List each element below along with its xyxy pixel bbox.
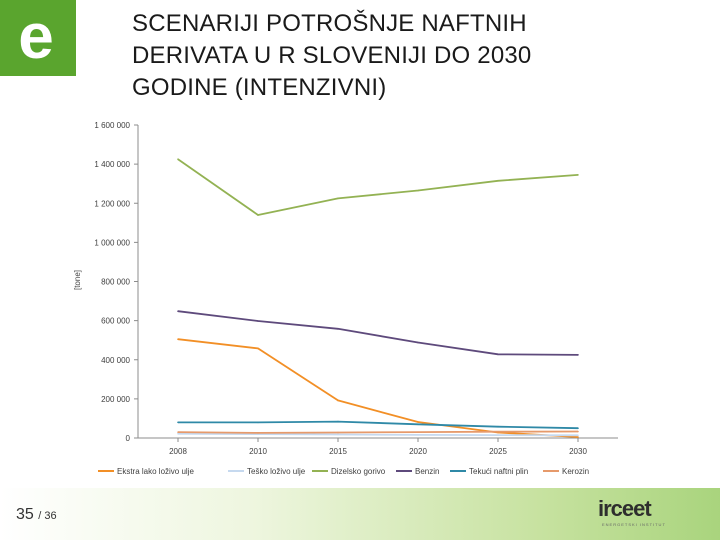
legend-label: Kerozin xyxy=(562,467,589,476)
data-point xyxy=(417,341,419,344)
y-tick-label: 1 600 000 xyxy=(94,121,130,130)
legend-label: Benzin xyxy=(415,467,439,476)
legend-label: Dizelsko gorivo xyxy=(331,467,386,476)
series-line xyxy=(177,338,579,438)
data-point xyxy=(577,434,579,437)
data-point xyxy=(577,354,579,356)
page-title: SCENARIJI POTROŠNJE NAFTNIH DERIVATA U R… xyxy=(132,8,692,104)
data-point xyxy=(497,179,499,182)
data-point xyxy=(257,320,259,322)
data-point xyxy=(257,432,259,434)
data-point xyxy=(417,189,419,192)
y-tick-label: 600 000 xyxy=(101,317,130,326)
y-tick-label: 800 000 xyxy=(101,278,130,287)
consumption-line-chart: 0 200 000 400 000 600 000 800 000 1 000 000 1 … xyxy=(73,121,618,476)
title-line: DERIVATA U R SLOVENIJI DO 2030 xyxy=(132,42,532,69)
page-total: / 36 xyxy=(38,510,57,522)
series-line xyxy=(178,420,579,430)
data-point xyxy=(337,197,339,200)
data-point xyxy=(577,427,579,430)
logo-background xyxy=(0,0,76,76)
data-point xyxy=(497,425,499,428)
data-point xyxy=(577,436,579,438)
series-line xyxy=(177,310,579,356)
legend-label: Tekući naftni plin xyxy=(469,467,528,476)
y-tick-label: 200 000 xyxy=(101,395,130,404)
institute-logo: e xyxy=(0,0,76,76)
data-point xyxy=(417,434,419,436)
data-point xyxy=(177,421,179,424)
data-point xyxy=(337,431,339,434)
data-point xyxy=(497,434,499,436)
y-tick-label: 400 000 xyxy=(101,356,130,365)
title-line: GODINE (INTENZIVNI) xyxy=(132,74,387,101)
data-point xyxy=(257,421,259,424)
y-tick-label: 0 xyxy=(126,434,131,443)
brand-name: irceet xyxy=(598,496,652,521)
data-point xyxy=(417,431,419,433)
y-tick-label: 1 200 000 xyxy=(94,199,130,208)
title-line: SCENARIJI POTROŠNJE NAFTNIH xyxy=(132,10,527,37)
page-current: 35 xyxy=(16,506,34,523)
series-line xyxy=(177,430,579,434)
data-point xyxy=(417,421,419,423)
data-point xyxy=(337,433,339,436)
data-point xyxy=(337,328,339,330)
series-line xyxy=(177,158,579,216)
data-point xyxy=(417,423,419,426)
data-point xyxy=(497,430,499,433)
data-point xyxy=(577,174,579,176)
data-point xyxy=(577,430,579,433)
data-point xyxy=(257,347,259,350)
x-tick-label: 2030 xyxy=(569,447,587,456)
data-point xyxy=(497,353,499,356)
logo-letter: e xyxy=(18,0,54,72)
data-point xyxy=(257,214,259,216)
y-tick-label: 1 000 000 xyxy=(94,238,130,247)
legend-label: Teško loživo ulje xyxy=(247,467,306,476)
x-tick-label: 2010 xyxy=(249,447,267,456)
y-axis-label: [tone] xyxy=(73,270,82,290)
y-tick-label: 1 400 000 xyxy=(94,160,130,169)
data-point xyxy=(177,158,179,161)
x-tick-label: 2015 xyxy=(329,447,347,456)
brand-logo: irceet ENERGETSKI INSTITUT xyxy=(598,496,678,530)
data-point xyxy=(177,431,179,433)
data-point xyxy=(177,432,179,435)
brand-tagline: ENERGETSKI INSTITUT xyxy=(602,522,666,527)
page-number: 35 / 36 xyxy=(16,506,57,524)
data-point xyxy=(177,310,179,313)
legend-label: Ekstra lako loživo ulje xyxy=(117,467,194,476)
data-point xyxy=(177,338,179,341)
series-line xyxy=(177,432,579,437)
x-tick-label: 2008 xyxy=(169,447,187,456)
data-point xyxy=(337,420,339,423)
footer-band xyxy=(0,488,720,540)
x-tick-label: 2020 xyxy=(409,447,427,456)
data-point xyxy=(337,399,339,402)
x-tick-label: 2025 xyxy=(489,447,507,456)
